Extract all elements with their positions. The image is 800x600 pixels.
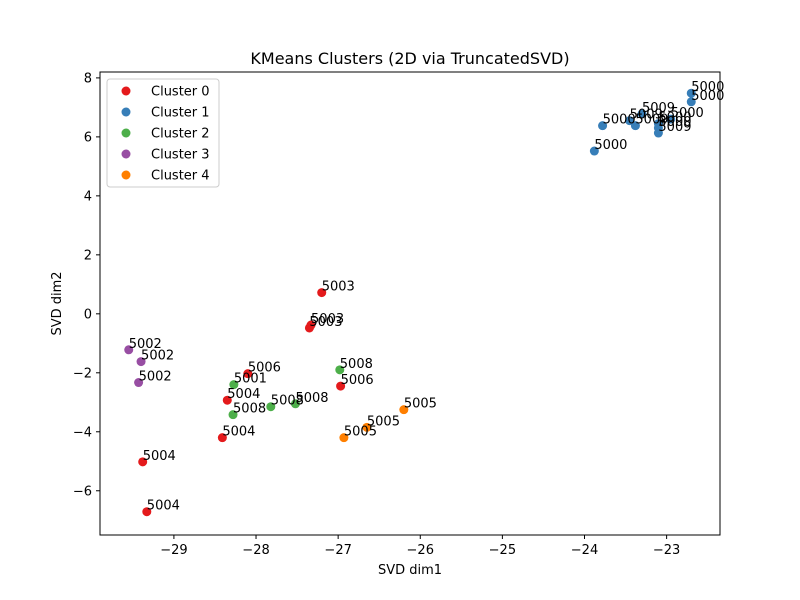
data-point bbox=[229, 380, 239, 390]
point-label: 5005 bbox=[344, 425, 377, 440]
point-label: 5003 bbox=[311, 312, 344, 327]
data-point bbox=[666, 114, 676, 124]
legend-label: Cluster 3 bbox=[151, 148, 210, 163]
data-point bbox=[686, 88, 696, 98]
y-tick-label: 2 bbox=[84, 248, 92, 263]
point-label: 5000 bbox=[671, 106, 704, 121]
y-tick-label: 0 bbox=[84, 307, 92, 322]
point-label: 5003 bbox=[322, 280, 355, 295]
x-tick-label: −24 bbox=[571, 543, 598, 558]
y-axis-label: SVD dim2 bbox=[50, 271, 65, 335]
point-label: 5000 bbox=[658, 111, 691, 126]
point-label: 5006 bbox=[248, 361, 281, 376]
legend-frame bbox=[106, 78, 220, 188]
x-tick-label: −28 bbox=[242, 543, 269, 558]
point-label: 5008 bbox=[340, 357, 373, 372]
x-tick-label: −25 bbox=[489, 543, 516, 558]
chart-title: KMeans Clusters (2D via TruncatedSVD) bbox=[250, 49, 569, 68]
point-label: 5009 bbox=[635, 113, 668, 128]
data-point bbox=[630, 121, 640, 131]
point-label: 5009 bbox=[658, 120, 691, 135]
data-point bbox=[228, 410, 238, 420]
point-label: 5008 bbox=[271, 394, 304, 409]
point-labels-layer: 5003500350035006500650045004500450045000… bbox=[129, 80, 725, 513]
legend: Cluster 0 Cluster 1 Cluster 2 Cluster 3 Clus… bbox=[106, 78, 220, 188]
point-label: 5009 bbox=[630, 108, 663, 123]
point-label: 5000 bbox=[691, 80, 724, 95]
plot-frame bbox=[99, 71, 721, 536]
data-point bbox=[290, 399, 300, 409]
legend-marker bbox=[121, 149, 131, 159]
data-point bbox=[336, 381, 346, 391]
point-label: 5000 bbox=[658, 115, 691, 130]
point-label: 5004 bbox=[222, 425, 255, 440]
x-tick-label: −26 bbox=[407, 543, 434, 558]
point-label: 5008 bbox=[233, 402, 266, 417]
data-point bbox=[304, 323, 314, 333]
legend-marker bbox=[121, 170, 131, 180]
data-point bbox=[362, 422, 372, 432]
y-tick-label: 4 bbox=[84, 189, 92, 204]
point-label: 5009 bbox=[642, 101, 675, 116]
data-point bbox=[589, 146, 599, 156]
x-axis: −29 −28 −27 −26 −25 −24 −23 bbox=[160, 535, 680, 558]
point-label: 5008 bbox=[295, 391, 328, 406]
legend-label: Cluster 2 bbox=[151, 127, 210, 142]
data-point bbox=[134, 378, 144, 388]
data-point bbox=[598, 121, 608, 131]
data-point bbox=[243, 369, 253, 379]
data-point bbox=[217, 433, 227, 443]
y-tick-label: 6 bbox=[84, 130, 92, 145]
point-label: 5006 bbox=[341, 373, 374, 388]
data-point bbox=[399, 405, 409, 415]
y-tick-label: −4 bbox=[73, 425, 92, 440]
point-label: 5004 bbox=[147, 499, 180, 514]
legend-marker bbox=[121, 128, 131, 138]
legend-marker bbox=[121, 107, 131, 117]
point-label: 5005 bbox=[367, 414, 400, 429]
data-point bbox=[339, 433, 349, 443]
y-axis: −6 −4 −2 0 2 4 6 8 bbox=[73, 71, 100, 499]
point-label: 5000 bbox=[594, 138, 627, 153]
data-point bbox=[637, 109, 647, 119]
data-point bbox=[222, 395, 232, 405]
y-tick-label: 8 bbox=[84, 71, 92, 86]
data-point bbox=[686, 97, 696, 107]
data-point bbox=[317, 288, 327, 298]
point-label: 5002 bbox=[129, 337, 162, 352]
legend-marker bbox=[121, 86, 131, 96]
legend-label: Cluster 1 bbox=[151, 106, 210, 121]
data-point bbox=[136, 357, 146, 367]
data-point bbox=[335, 365, 345, 375]
x-tick-label: −27 bbox=[324, 543, 351, 558]
x-tick-label: −23 bbox=[653, 543, 680, 558]
point-label: 5002 bbox=[139, 370, 172, 385]
point-label: 5002 bbox=[141, 349, 174, 364]
y-tick-label: −6 bbox=[73, 484, 92, 499]
point-label: 5004 bbox=[143, 449, 176, 464]
point-label: 5001 bbox=[234, 372, 267, 387]
data-point bbox=[653, 128, 663, 138]
legend-label: Cluster 0 bbox=[151, 85, 210, 100]
point-label: 5000 bbox=[603, 113, 636, 128]
legend-label: Cluster 4 bbox=[151, 169, 210, 184]
point-label: 5005 bbox=[404, 397, 437, 412]
point-label: 5004 bbox=[227, 387, 260, 402]
data-point bbox=[138, 457, 148, 467]
data-point bbox=[142, 507, 152, 517]
y-tick-label: −2 bbox=[73, 366, 92, 381]
points-layer bbox=[124, 88, 696, 517]
data-point bbox=[124, 345, 134, 355]
data-point bbox=[266, 402, 276, 412]
x-tick-label: −29 bbox=[160, 543, 187, 558]
point-label: 5003 bbox=[309, 315, 342, 330]
x-axis-label: SVD dim1 bbox=[378, 563, 442, 578]
point-label: 5000 bbox=[691, 89, 724, 104]
